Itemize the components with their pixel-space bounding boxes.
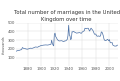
Title: Total number of marriages in the United
Kingdom over time: Total number of marriages in the United … bbox=[14, 10, 120, 22]
Y-axis label: thousands: thousands bbox=[2, 35, 6, 54]
